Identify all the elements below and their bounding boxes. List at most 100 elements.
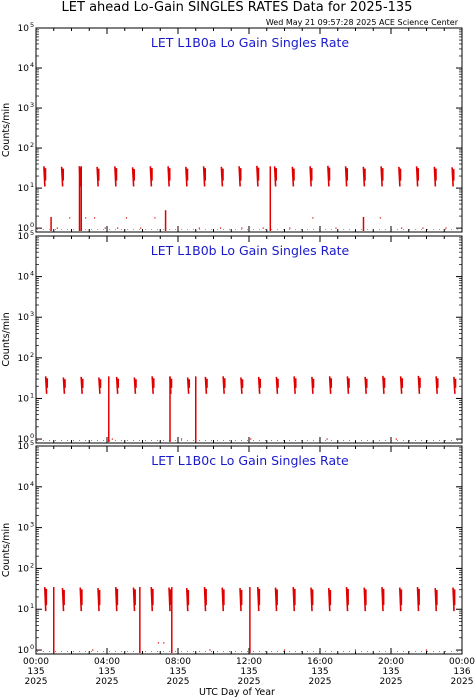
burst-mark — [256, 586, 261, 612]
data-point — [140, 227, 142, 229]
y-tick-label: 10 — [18, 564, 30, 574]
data-point — [220, 227, 222, 229]
burst-mark — [96, 166, 100, 187]
burst-mark — [186, 377, 191, 394]
data-point — [180, 438, 183, 440]
burst-mark — [240, 377, 244, 394]
burst-mark — [293, 376, 297, 394]
y-axis-label: Counts/min — [1, 312, 12, 366]
burst-mark — [185, 166, 189, 187]
burst-mark — [433, 166, 437, 187]
burst-mark — [61, 588, 65, 612]
x-tick-time: 16:00 — [307, 657, 333, 667]
burst-mark — [327, 588, 332, 612]
y-tick-exponent: 5 — [30, 21, 34, 29]
y-tick-exponent: 2 — [30, 351, 34, 359]
burst-mark — [185, 588, 190, 612]
y-tick-label: 10 — [18, 354, 30, 364]
burst-mark — [274, 587, 278, 612]
burst-mark — [79, 587, 83, 612]
y-tick-label: 10 — [18, 483, 30, 493]
x-tick-time: 00:00 — [23, 657, 49, 667]
x-tick-year: 2025 — [96, 677, 119, 687]
y-tick-exponent: 5 — [30, 439, 34, 447]
data-point — [326, 438, 328, 440]
x-tick-year: 2025 — [238, 677, 261, 687]
burst-mark — [291, 166, 295, 187]
burst-mark — [452, 587, 456, 612]
burst-mark — [309, 166, 313, 187]
y-tick-exponent: 0 — [30, 221, 34, 229]
panel-title: LET L1B0c Lo Gain Singles Rate — [151, 453, 349, 468]
data-point — [69, 217, 71, 219]
y-tick-label: 10 — [18, 224, 30, 234]
y-tick-label: 10 — [18, 184, 30, 194]
y-tick-exponent: 1 — [30, 181, 34, 189]
burst-mark — [398, 166, 402, 187]
burst-mark — [149, 166, 153, 187]
data-point — [85, 217, 87, 219]
data-point — [289, 227, 291, 229]
burst-mark — [328, 376, 333, 394]
y-tick-exponent: 0 — [30, 643, 34, 651]
data-point — [177, 227, 179, 229]
data-point — [445, 227, 447, 229]
y-axis-label: Counts/min — [1, 103, 12, 157]
data-point — [111, 438, 113, 440]
data-point — [40, 649, 42, 651]
burst-mark — [417, 375, 421, 394]
burst-mark — [344, 166, 349, 187]
burst-mark — [310, 587, 314, 612]
burst-mark — [382, 375, 386, 394]
x-tick-day: 135 — [169, 667, 186, 677]
data-point — [92, 649, 94, 651]
burst-mark — [311, 376, 315, 394]
data-point — [241, 227, 243, 229]
burst-mark — [415, 166, 420, 187]
burst-mark — [220, 166, 224, 187]
burst-mark — [292, 586, 296, 612]
burst-mark — [362, 166, 366, 187]
burst-mark — [60, 166, 65, 187]
data-point — [38, 438, 41, 440]
burst-mark — [114, 166, 118, 187]
y-tick-exponent: 2 — [30, 561, 34, 569]
burst-mark — [151, 376, 155, 394]
data-point — [117, 227, 119, 229]
burst-mark — [62, 377, 66, 394]
data-point — [125, 217, 128, 219]
burst-mark — [114, 586, 119, 612]
x-tick-year: 2025 — [380, 677, 403, 687]
y-tick-label: 10 — [18, 232, 30, 242]
data-point — [154, 217, 156, 219]
y-tick-exponent: 4 — [30, 61, 34, 69]
burst-mark — [239, 588, 243, 612]
burst-mark — [43, 166, 47, 187]
x-tick-time: 12:00 — [236, 657, 262, 667]
y-tick-label: 10 — [18, 605, 30, 615]
burst-mark — [97, 588, 101, 612]
y-tick-label: 10 — [18, 104, 30, 114]
burst-mark — [202, 166, 207, 187]
y-tick-label: 10 — [18, 435, 30, 445]
data-point — [209, 649, 211, 651]
burst-mark — [80, 376, 84, 394]
burst-mark — [167, 166, 171, 187]
data-point — [93, 217, 96, 219]
burst-mark — [451, 167, 455, 187]
panel-title: LET L1B0a Lo Gain Singles Rate — [151, 35, 350, 50]
burst-mark — [435, 376, 439, 394]
burst-mark — [453, 376, 457, 394]
data-point — [422, 227, 424, 229]
x-tick-year: 2025 — [167, 677, 190, 687]
y-tick-exponent: 3 — [30, 310, 34, 318]
burst-mark — [399, 376, 404, 394]
burst-mark — [363, 587, 367, 612]
x-tick-year: 2025 — [309, 677, 332, 687]
data-point — [157, 642, 160, 644]
burst-mark — [381, 586, 385, 612]
